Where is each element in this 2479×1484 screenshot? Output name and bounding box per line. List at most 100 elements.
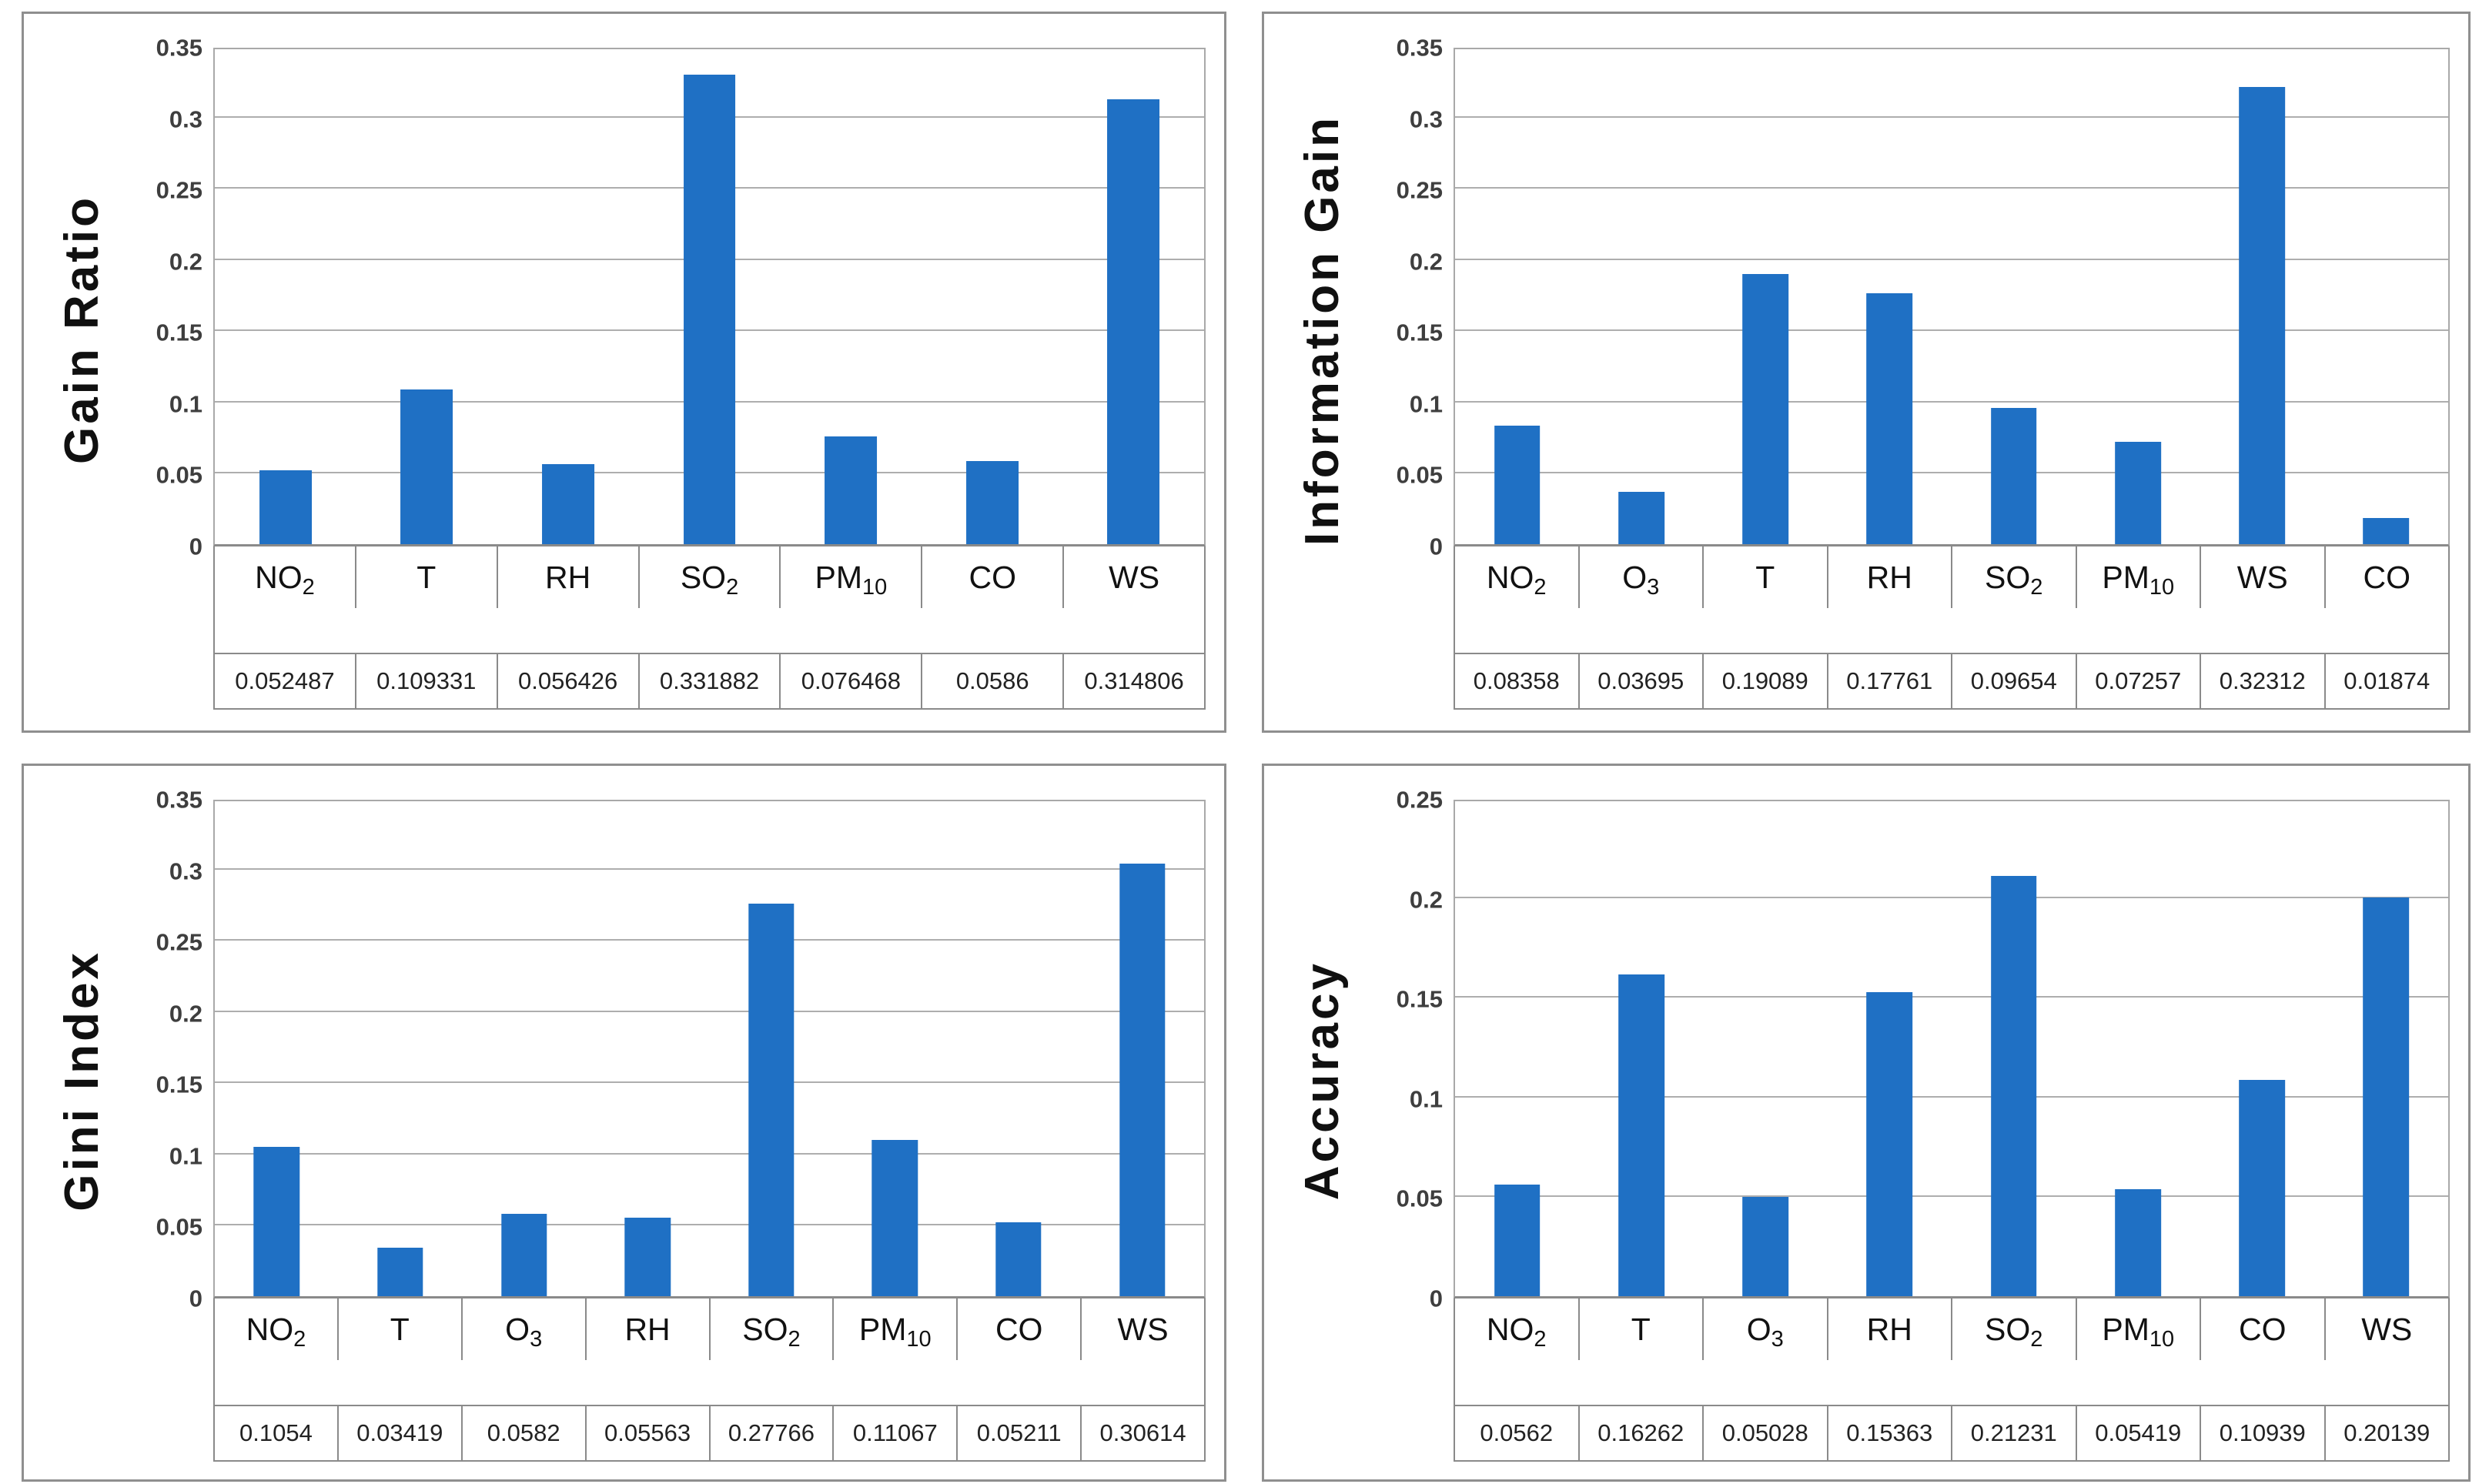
category-label: NO 2 <box>1455 546 1580 608</box>
y-axis-tick-labels: 0 0.05 0.1 0.15 0.2 0.25 0.3 0.35 <box>139 788 213 1311</box>
category-label: CO <box>2201 1298 2326 1360</box>
value-cell: 0.1054 <box>215 1406 339 1460</box>
bar-RH <box>1866 991 1913 1296</box>
category-text: CO <box>969 559 1016 595</box>
value-cell: 0.10939 <box>2201 1406 2326 1460</box>
y-axis-tick-labels: 0 0.05 0.1 0.15 0.2 0.25 <box>1380 788 1454 1311</box>
category-text: RH <box>1866 1311 1912 1347</box>
bar-CO <box>995 1222 1042 1296</box>
category-text: RH <box>624 1311 671 1347</box>
category-label: PM 10 <box>2077 1298 2201 1360</box>
category-label: PM 10 <box>834 1298 958 1360</box>
bar-O3 <box>1742 1196 1788 1296</box>
axis-and-table: NO 2 T RH SO 2 PM 10 CO WS 0.052487 0.109331 0.05642… <box>213 546 1206 710</box>
y-axis-tick-label: 0.15 <box>156 1071 202 1098</box>
y-axis-tick-label: 0.3 <box>169 857 202 885</box>
y-axis-title: Information Gain <box>1295 114 1349 546</box>
chart-panel-gain-ratio: Gain Ratio 0 0.05 0.1 0.15 0.2 0.25 0.3 0.35 NO 2 T… <box>22 12 1226 733</box>
category-label: SO 2 <box>640 546 781 608</box>
value-cell: 0.11067 <box>834 1406 958 1460</box>
value-cell: 0.03419 <box>339 1406 463 1460</box>
chart-panel-information-gain: Information Gain 0 0.05 0.1 0.15 0.2 0.25 0.3 0.… <box>1262 12 2471 733</box>
axis-and-table: NO 2 T O 3 RH SO 2 PM 10 CO WS 0.0562 0.16262 0.05028 0… <box>1454 1298 2450 1462</box>
value-cell: 0.05028 <box>1704 1406 1828 1460</box>
category-text: CO <box>2363 559 2411 595</box>
y-axis-tick-label: 0.1 <box>1409 1085 1443 1113</box>
y-axis-tick-labels: 0 0.05 0.1 0.15 0.2 0.25 0.3 0.35 <box>139 36 213 559</box>
plot-area <box>1454 48 2450 546</box>
bar-PM10 <box>871 1139 918 1296</box>
category-text: CO <box>995 1311 1043 1347</box>
category-label: SO 2 <box>1952 546 2077 608</box>
category-text: PM <box>2102 1311 2149 1347</box>
category-subscript: 2 <box>726 575 739 600</box>
gridline <box>215 1224 1204 1226</box>
category-label: NO 2 <box>215 1298 339 1360</box>
bar-O3 <box>500 1214 547 1296</box>
value-cell: 0.30614 <box>1099 1419 1186 1446</box>
y-axis-tick-label: 0.05 <box>1396 461 1443 489</box>
category-row: NO 2 T O 3 RH SO 2 PM 10 CO WS <box>1454 1298 2450 1360</box>
value-cell: 0.01874 <box>2344 667 2430 694</box>
category-row: NO 2 O 3 T RH SO 2 PM 10 WS CO <box>1454 546 2450 608</box>
category-text: RH <box>545 559 591 595</box>
gridline <box>215 939 1204 941</box>
value-cell: 0.05211 <box>958 1406 1082 1460</box>
category-text: PM <box>2102 559 2149 595</box>
y-axis-tick-label: 0.25 <box>156 928 202 956</box>
category-text: NO <box>255 559 303 595</box>
gridline <box>215 1152 1204 1155</box>
category-label: RH <box>587 1298 711 1360</box>
chart-zone: 0 0.05 0.1 0.15 0.2 0.25 0.3 0.35 NO 2 O 3 T RH SO 2 PM 1… <box>1380 14 2468 730</box>
bar-WS <box>1119 863 1166 1296</box>
bar-T <box>1618 974 1664 1296</box>
plot-row: 0 0.05 0.1 0.15 0.2 0.25 0.3 0.35 <box>1380 36 2450 559</box>
category-subscript: 10 <box>2149 575 2175 600</box>
y-axis-tick-label: 0.05 <box>156 461 202 489</box>
axis-and-table: NO 2 T O 3 RH SO 2 PM 10 CO WS 0.1054 0.03419 0.0582 0.… <box>213 1298 1206 1462</box>
category-text: CO <box>2239 1311 2287 1347</box>
plot-row: 0 0.05 0.1 0.15 0.2 0.25 0.3 0.35 <box>139 788 1206 1311</box>
y-axis-tick-label: 0 <box>189 533 202 560</box>
y-axis-tick-label: 0.2 <box>1409 886 1443 914</box>
bar-PM10 <box>2115 1188 2161 1296</box>
y-axis-tick-label: 0.2 <box>169 1000 202 1028</box>
y-axis-tick-label: 0.1 <box>169 390 202 418</box>
category-text: NO <box>1486 559 1534 595</box>
value-cell: 0.05419 <box>2077 1406 2201 1460</box>
y-axis-tick-label: 0.15 <box>1396 319 1443 346</box>
category-label: SO 2 <box>1952 1298 2077 1360</box>
category-row: NO 2 T O 3 RH SO 2 PM 10 CO WS <box>213 1298 1206 1360</box>
plot-area <box>213 48 1206 546</box>
category-text: WS <box>2361 1311 2413 1347</box>
y-axis-tick-label: 0 <box>1429 533 1443 560</box>
value-cell: 0.07257 <box>2077 654 2201 708</box>
y-axis-title: Gain Ratio <box>55 195 109 465</box>
value-cell: 0.27766 <box>711 1406 835 1460</box>
category-label: RH <box>1828 546 1952 608</box>
category-subscript: 2 <box>1534 575 1547 600</box>
value-cell: 0.0586 <box>922 654 1065 708</box>
category-label: RH <box>498 546 640 608</box>
bar-PM10 <box>825 436 878 544</box>
y-axis-tick-label: 0.35 <box>1396 34 1443 62</box>
bar-SO2 <box>1990 407 2037 544</box>
category-label: NO 2 <box>1455 1298 1580 1360</box>
category-text: O <box>505 1311 530 1347</box>
category-label: WS <box>2326 1298 2449 1360</box>
y-axis-tick-label: 0.35 <box>156 34 202 62</box>
plot-area <box>1454 800 2450 1298</box>
gridline <box>1455 258 2448 260</box>
plot-row: 0 0.05 0.1 0.15 0.2 0.25 0.3 0.35 <box>139 36 1206 559</box>
bar-O3 <box>1618 492 1664 544</box>
category-label: CO <box>958 1298 1082 1360</box>
bar-WS <box>2363 897 2410 1296</box>
value-cell: 0.05563 <box>587 1406 711 1460</box>
gridline <box>1455 329 2448 332</box>
bar-CO <box>2239 1079 2285 1296</box>
category-subscript: 2 <box>2030 575 2043 600</box>
table-spacer <box>1454 1360 2450 1405</box>
value-row: 0.08358 0.03695 0.19089 0.17761 0.09654 0.072… <box>1454 653 2450 710</box>
category-label: WS <box>1064 546 1204 608</box>
